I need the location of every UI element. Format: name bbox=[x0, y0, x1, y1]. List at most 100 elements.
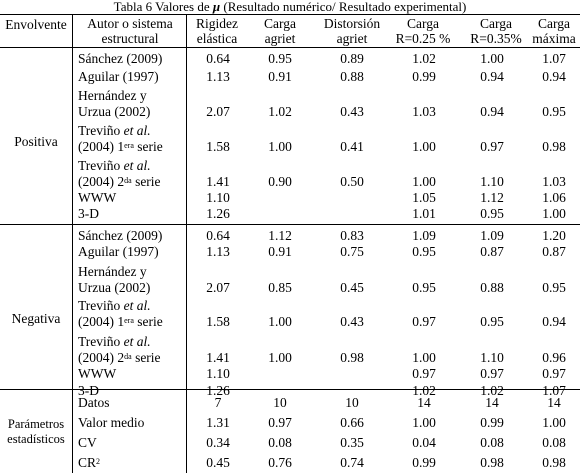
negativa-row-value: 1.13 bbox=[206, 244, 230, 259]
stats-row-value: 7 bbox=[214, 395, 222, 410]
positiva-row-value: 0.89 bbox=[340, 51, 364, 66]
author-name: Treviño bbox=[78, 123, 124, 138]
negativa-row-value: 1.58 bbox=[206, 314, 230, 329]
author-name: Hernández y bbox=[78, 264, 147, 279]
positiva-row-author: Sánchez (2009) bbox=[78, 51, 162, 66]
author-etal: et al. bbox=[123, 298, 151, 313]
author-text: CV bbox=[78, 435, 97, 450]
negativa-row-value: 1.41 bbox=[206, 350, 230, 365]
stats-row-value: 0.66 bbox=[340, 415, 364, 430]
author-etal: et al. bbox=[123, 123, 151, 138]
positiva-row-value: 0.95 bbox=[268, 51, 292, 66]
author-text: Urzua (2002) bbox=[78, 280, 151, 295]
author-name: Hernández y bbox=[78, 88, 147, 103]
stats-row-value: 0.45 bbox=[206, 455, 230, 470]
negativa-row-value: 0.97 bbox=[412, 366, 436, 381]
positiva-row-author: Urzua (2002) bbox=[78, 104, 150, 119]
stats-row-value: 0.98 bbox=[480, 455, 504, 470]
stats-row-value: 1.00 bbox=[542, 415, 566, 430]
negativa-row-value: 0.97 bbox=[542, 366, 566, 381]
negativa-row-value: 0.88 bbox=[480, 280, 504, 295]
negativa-row-value: 1.12 bbox=[268, 228, 292, 243]
negativa-row-value: 0.98 bbox=[340, 350, 364, 365]
negativa-row-value: 0.45 bbox=[340, 280, 364, 295]
stats-row-value: 0.97 bbox=[268, 415, 292, 430]
author-text: 3-D bbox=[78, 206, 99, 221]
author-etal: et al. bbox=[123, 334, 151, 349]
negativa-row-author: Aguilar (1997) bbox=[78, 244, 159, 259]
positiva-row-author-line1: Treviño et al. bbox=[78, 123, 151, 138]
positiva-row-value: 0.95 bbox=[542, 104, 566, 119]
header-autor: Autor o sistema estructural bbox=[87, 16, 173, 46]
negativa-row-value: 1.02 bbox=[412, 383, 436, 398]
positiva-row-value: 0.99 bbox=[412, 69, 436, 84]
negativa-row-value: 1.26 bbox=[206, 383, 230, 398]
negativa-row-value: 1.00 bbox=[412, 350, 436, 365]
superscript: era bbox=[124, 316, 134, 325]
stats-row-value: 0.99 bbox=[412, 455, 436, 470]
author-suffix: serie bbox=[131, 350, 161, 365]
negativa-row-value: 0.87 bbox=[542, 244, 566, 259]
negativa-row-value: 0.43 bbox=[340, 314, 364, 329]
positiva-row-value: 1.06 bbox=[542, 190, 566, 205]
stats-row-value: 0.08 bbox=[268, 435, 292, 450]
positiva-row-value: 1.02 bbox=[268, 104, 292, 119]
author-text: Aguilar (1997) bbox=[78, 244, 159, 259]
caption-mu-symbol: μ bbox=[212, 0, 221, 14]
positiva-row-value: 0.41 bbox=[340, 139, 364, 154]
positiva-row-value: 1.26 bbox=[206, 206, 230, 221]
negativa-row-value: 1.20 bbox=[542, 228, 566, 243]
negativa-row-author: 3-D bbox=[78, 383, 99, 398]
author-suffix: serie bbox=[131, 174, 161, 189]
negativa-row-value: 2.07 bbox=[206, 280, 230, 295]
header-carga-maxima: Carga máxima bbox=[532, 16, 576, 46]
negativa-row-value: 1.07 bbox=[542, 383, 566, 398]
positiva-row-value: 0.90 bbox=[268, 174, 292, 189]
positiva-row-value: 0.98 bbox=[542, 139, 566, 154]
negativa-row-value: 0.64 bbox=[206, 228, 230, 243]
negativa-row-value: 1.09 bbox=[480, 228, 504, 243]
negativa-row-author: WWW bbox=[78, 366, 116, 381]
rule-negativa-bottom bbox=[0, 389, 580, 390]
header-rigidez: Rigidez elástica bbox=[196, 16, 238, 46]
negativa-row-author: (2004) 2da serie bbox=[78, 350, 161, 365]
positiva-row-author: (2004) 2da serie bbox=[78, 174, 161, 189]
group-label-positiva: Positiva bbox=[14, 134, 58, 149]
positiva-row-value: 1.01 bbox=[412, 206, 436, 221]
author-text: Sánchez (2009) bbox=[78, 228, 163, 243]
stats-row-value: 14 bbox=[485, 395, 499, 410]
negativa-row-value: 1.09 bbox=[412, 228, 436, 243]
negativa-row-value: 1.10 bbox=[206, 366, 230, 381]
header-envolvente: Envolvente bbox=[5, 17, 67, 32]
author-suffix: serie bbox=[133, 314, 163, 329]
vline-group bbox=[72, 14, 73, 473]
positiva-row-value: 1.00 bbox=[412, 174, 436, 189]
stats-row-author: Datos bbox=[78, 395, 110, 410]
author-text: (2004) 2 bbox=[78, 174, 125, 189]
group-label-negativa: Negativa bbox=[11, 311, 61, 326]
author-text: (2004) 2 bbox=[78, 350, 125, 365]
positiva-row-value: 0.95 bbox=[480, 206, 504, 221]
negativa-row-value: 0.94 bbox=[542, 314, 566, 329]
author-text: WWW bbox=[78, 190, 117, 205]
stats-row-value: 10 bbox=[345, 395, 359, 410]
stats-row-author: Valor medio bbox=[78, 415, 144, 430]
author-text: WWW bbox=[78, 366, 117, 381]
negativa-row-value: 1.00 bbox=[268, 350, 292, 365]
author-text: (2004) 1 bbox=[78, 314, 125, 329]
negativa-row-value: 0.96 bbox=[542, 350, 566, 365]
superscript: 2 bbox=[96, 457, 101, 466]
positiva-row-author-line1: Hernández y bbox=[78, 88, 147, 103]
author-suffix: serie bbox=[133, 139, 163, 154]
author-text: Datos bbox=[78, 395, 110, 410]
negativa-row-value: 0.97 bbox=[480, 366, 504, 381]
superscript: da bbox=[124, 352, 132, 361]
negativa-row-value: 0.95 bbox=[480, 314, 504, 329]
positiva-row-value: 1.58 bbox=[206, 139, 230, 154]
stats-row-value: 0.34 bbox=[206, 435, 230, 450]
negativa-row-author: Sánchez (2009) bbox=[78, 228, 162, 243]
negativa-row-value: 0.97 bbox=[412, 314, 436, 329]
author-text: Sánchez (2009) bbox=[78, 51, 163, 66]
positiva-row-author-line1: Treviño et al. bbox=[78, 158, 151, 173]
author-text: Urzua (2002) bbox=[78, 104, 151, 119]
